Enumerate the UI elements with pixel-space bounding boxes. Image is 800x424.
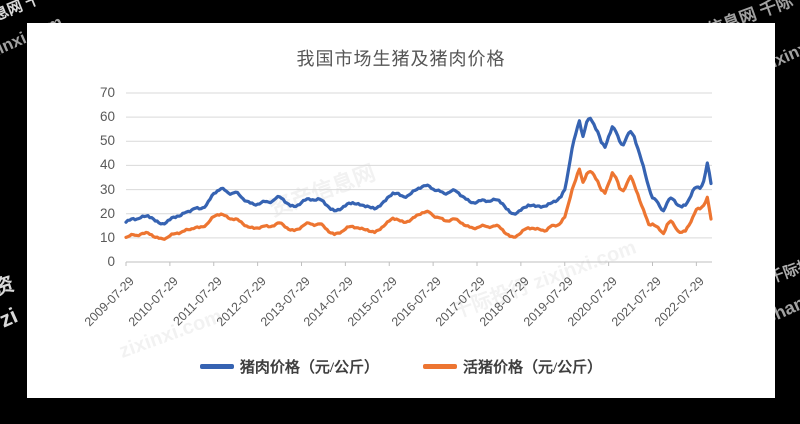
y-tick-label: 30 xyxy=(99,181,115,197)
live-pig-price-line-swatch xyxy=(423,364,457,369)
y-tick-label: 40 xyxy=(99,157,115,173)
legend: 猪肉价格（元/公斤） 活猪价格（元/公斤） xyxy=(27,356,775,377)
y-tick-label: 20 xyxy=(99,205,115,221)
y-tick-label: 60 xyxy=(99,109,115,125)
watermark-left-mid-cn: 资 xyxy=(0,273,17,301)
y-tick-label: 50 xyxy=(99,133,115,149)
y-tick-label: 70 xyxy=(99,85,115,100)
live-pig-price-legend-label: 活猪价格（元/公斤） xyxy=(463,360,603,376)
legend-item-pork-price: 猪肉价格（元/公斤） xyxy=(199,356,379,377)
y-tick-label: 10 xyxy=(99,229,115,245)
y-tick-label: 0 xyxy=(107,254,115,269)
watermark-bottom-left-url: zi xyxy=(0,302,22,333)
plot-area xyxy=(124,92,713,266)
chart-panel: 资产信息网 千际投行 zixinxi.com zixinxi.com 我国市场生… xyxy=(27,23,775,398)
pork-price-legend-label: 猪肉价格（元/公斤） xyxy=(239,360,379,376)
legend-item-live-pig-price: 活猪价格（元/公斤） xyxy=(423,356,602,377)
pork-price-line-swatch xyxy=(199,364,234,369)
chart-title: 我国市场生猪及猪肉价格 xyxy=(296,49,506,69)
